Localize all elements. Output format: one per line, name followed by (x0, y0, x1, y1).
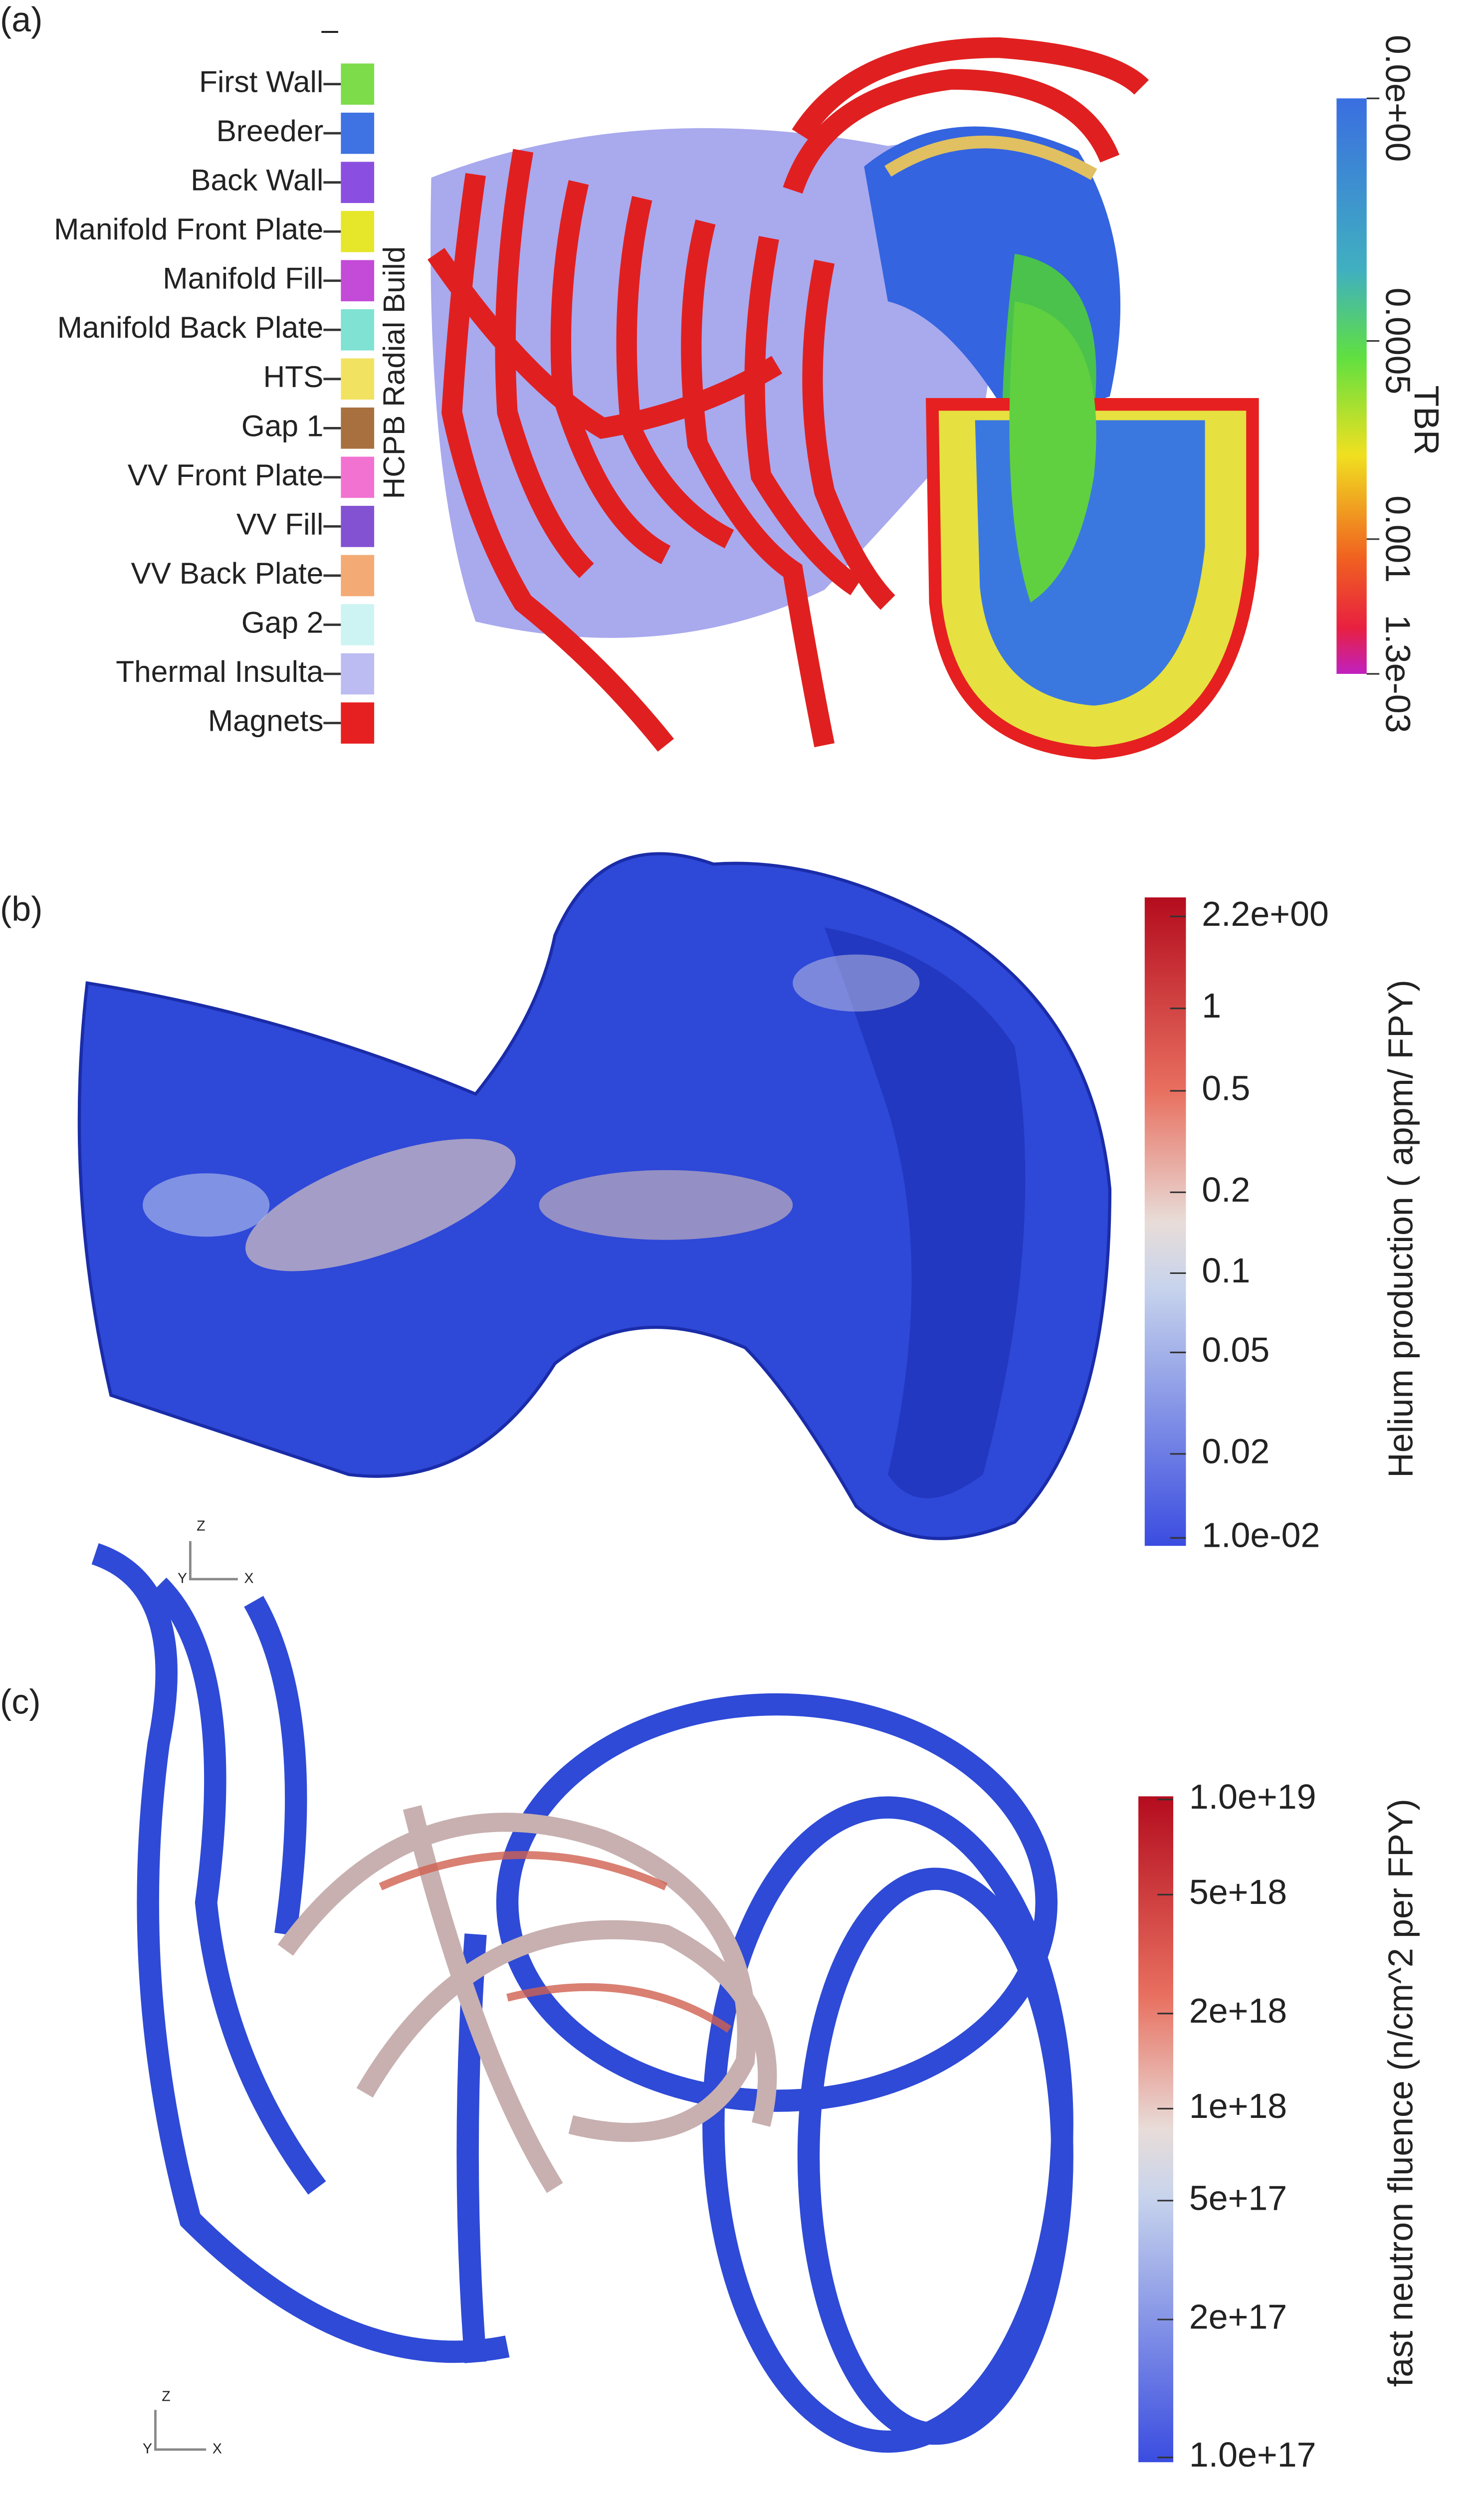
axis-icon-label: Z (162, 2389, 170, 2405)
colorbar (1144, 897, 1186, 1546)
legend-label: Manifold Front Plate (54, 212, 323, 246)
legend-swatch (341, 210, 375, 252)
legend-swatch (341, 604, 375, 645)
legend-label: VV Back Plate (131, 556, 323, 590)
legend-swatch (341, 653, 375, 695)
legend-label: Back Wall (191, 163, 323, 197)
legend: First Wall Breeder Back Wall Manifold Front… (54, 63, 375, 744)
colorbar-tick-label: 0.02 (1202, 1432, 1270, 1470)
axis-icon-label: X (244, 1570, 253, 1586)
legend-label: VV Front Plate (128, 458, 324, 492)
colorbar-tick-label: 1.0e+17 (1189, 2435, 1316, 2474)
colorbar-tick-label: 1.0e-02 (1202, 1516, 1320, 1555)
legend-swatch (341, 358, 375, 400)
colorbar-title: TBR (1407, 386, 1446, 455)
legend-label: First Wall (199, 65, 323, 99)
colorbar-tick-label: 0.001 (1379, 495, 1418, 583)
colorbar-tick-label: 2e+17 (1189, 2297, 1287, 2336)
legend-swatch (341, 63, 375, 105)
legend-swatch (341, 260, 375, 302)
colorbar-tick-label: 1e+18 (1189, 2086, 1287, 2125)
render-c (91, 1543, 1073, 2453)
legend-swatch (341, 408, 375, 449)
colorbar-title: Helium production ( appm/ FPY) (1381, 980, 1420, 1478)
colorbar-tick-label: 1.0e+19 (1189, 1777, 1316, 1816)
colorbar-tick-label: 1.3e-03 (1379, 615, 1418, 733)
colorbar-tick-label: 5e+18 (1189, 1872, 1287, 1911)
colorbar-tick-label: 0.0005 (1379, 288, 1418, 395)
legend-swatch (341, 309, 375, 351)
legend-label: VV Fill (236, 507, 323, 541)
colorbar-title: fast neutron fluence (n/cm^2 per FPY) (1381, 1799, 1420, 2387)
legend-swatch (341, 162, 375, 204)
legend-swatch (341, 112, 375, 154)
render-a (427, 37, 1259, 760)
colorbar-tick-label: 2.2e+00 (1202, 894, 1329, 933)
colorbar-tick-label: 0.5 (1202, 1068, 1250, 1107)
colorbar (1336, 98, 1367, 674)
axis-icon-label: X (212, 2441, 222, 2457)
legend-label: Manifold Back Plate (57, 310, 324, 344)
legend-dash: – (321, 12, 338, 46)
legend-swatch (341, 506, 375, 547)
legend-label: Manifold Fill (163, 261, 323, 295)
legend-label: HTS (263, 360, 324, 394)
axis-icon-label: Y (178, 1570, 187, 1586)
colorbar-tick-label: 0.05 (1202, 1330, 1270, 1369)
legend-label: Magnets (208, 703, 324, 737)
legend-swatch (341, 555, 375, 597)
legend-label: Thermal Insulta (116, 654, 324, 688)
colorbar-tick-label: 1 (1202, 986, 1221, 1025)
colorbar-tick-label: 0.0e+00 (1379, 35, 1418, 162)
colorbar-tick-label: 5e+17 (1189, 2178, 1287, 2217)
colorbar-tick-label: 0.2 (1202, 1170, 1250, 1209)
legend-swatch (341, 702, 375, 744)
legend-label: Gap 2 (241, 605, 323, 639)
panel-label: (c) (0, 1682, 41, 1721)
legend-title: HCPB Radial Build (377, 246, 411, 499)
panel-label: (a) (0, 0, 42, 39)
colorbar-tick-label: 0.1 (1202, 1251, 1250, 1290)
legend-swatch (341, 456, 375, 498)
legend-label: Breeder (216, 114, 324, 148)
legend-label: Gap 1 (241, 409, 323, 442)
panel-label: (b) (0, 889, 42, 928)
colorbar-tick-label: 2e+18 (1189, 1991, 1287, 2030)
colorbar (1138, 1796, 1174, 2463)
render-b (77, 852, 1112, 1581)
axis-icon-label: Y (143, 2441, 152, 2457)
axis-icon-label: Z (197, 1518, 205, 1534)
